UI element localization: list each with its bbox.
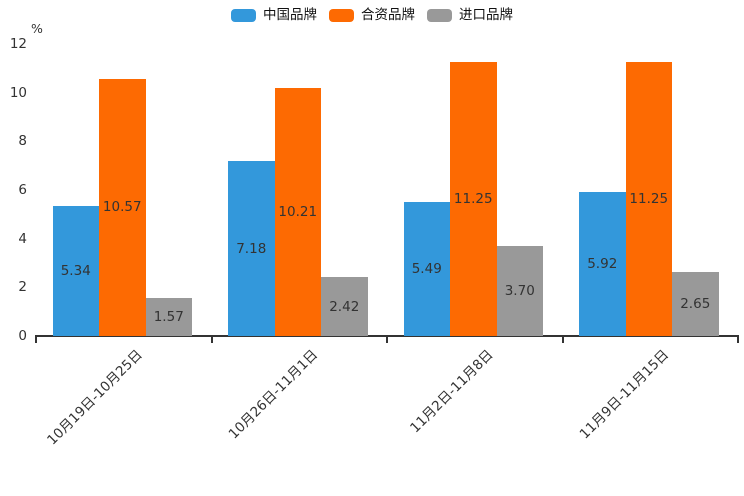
x-category-label: 11月2日-11月8日 — [407, 346, 497, 437]
x-axis-tick — [35, 337, 37, 343]
x-axis-tick — [561, 337, 564, 343]
bar — [625, 62, 672, 336]
x-category-label: 11月9日-11月15日 — [576, 346, 673, 443]
bar — [145, 297, 192, 336]
y-tick-label: 2 — [18, 279, 27, 296]
bar — [672, 271, 719, 336]
y-tick-label: 6 — [18, 182, 27, 198]
bar-value-label: 11.25 — [453, 191, 493, 208]
bar — [321, 277, 368, 336]
legend-item[interactable]: 合资品牌 — [329, 8, 415, 22]
bar — [228, 161, 275, 336]
x-axis-tick — [210, 337, 213, 343]
x-axis-tick — [386, 337, 388, 343]
bar-value-label: 10.57 — [102, 199, 142, 216]
bar-value-label: 1.57 — [153, 308, 184, 325]
bar-value-label: 11.25 — [629, 191, 669, 208]
y-tick-label: 8 — [18, 133, 27, 150]
y-axis-unit-label: % — [31, 21, 43, 36]
legend-label: 合资品牌 — [361, 7, 415, 23]
bar-value-label: 2.42 — [329, 298, 360, 315]
legend-label: 中国品牌 — [263, 7, 317, 23]
bar — [274, 87, 321, 336]
bar-value-label: 7.18 — [236, 240, 267, 257]
bar-value-label: 5.34 — [60, 263, 91, 280]
legend-label: 进口品牌 — [459, 7, 513, 23]
bar — [496, 245, 543, 336]
x-category-label: 10月19日-10月25日 — [44, 346, 146, 449]
bar — [403, 202, 450, 336]
x-axis-line — [35, 335, 739, 337]
bar-value-label: 2.65 — [680, 295, 711, 312]
legend-marker-icon — [231, 8, 256, 22]
legend-item[interactable]: 进口品牌 — [427, 8, 513, 22]
x-axis-tick — [737, 337, 739, 343]
x-category-label: 10月26日-11月1日 — [225, 346, 322, 443]
bar — [99, 78, 146, 336]
bar — [579, 191, 626, 336]
legend-item[interactable]: 中国品牌 — [231, 8, 317, 22]
bar-value-label: 5.92 — [587, 255, 618, 272]
y-tick-label: 4 — [18, 230, 27, 247]
bar-value-label: 10.21 — [278, 203, 318, 220]
bar-value-label: 5.49 — [411, 261, 442, 278]
legend-marker-icon — [329, 8, 354, 22]
bar — [52, 206, 99, 336]
legend: 中国品牌 合资品牌 进口品牌 — [0, 8, 744, 22]
bar-value-label: 3.70 — [504, 282, 535, 299]
y-tick-label: 10 — [9, 84, 27, 101]
y-tick-label: 0 — [18, 328, 27, 344]
legend-marker-icon — [427, 8, 452, 22]
bar — [450, 62, 497, 336]
y-tick-label: 12 — [9, 36, 27, 52]
